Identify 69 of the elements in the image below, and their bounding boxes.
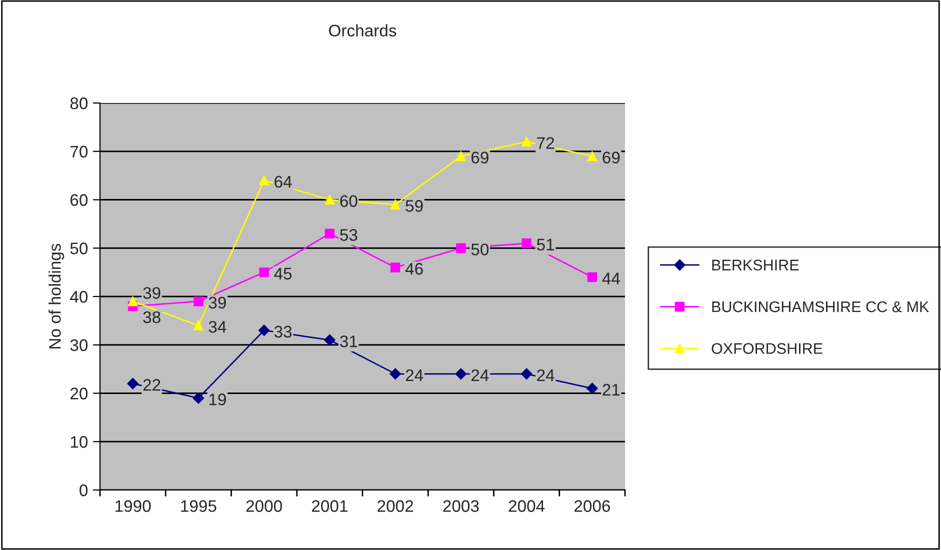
legend-label: OXFORDSHIRE — [712, 343, 822, 354]
data-label: 39 — [208, 296, 226, 309]
data-label: 21 — [602, 384, 620, 396]
data-label: 38 — [143, 311, 160, 324]
x-tick-label: 2001 — [312, 500, 348, 512]
point — [324, 228, 335, 238]
point — [520, 368, 532, 380]
data-label: 53 — [340, 229, 358, 241]
legend-label: BUCKINGHAMSHIRE CC & MK — [712, 301, 930, 312]
data-label: 45 — [274, 268, 292, 280]
data-label: 19 — [209, 394, 226, 406]
point — [586, 382, 598, 394]
y-axis-title: No of holdings — [48, 244, 64, 348]
data-label: 69 — [472, 152, 488, 164]
point — [587, 151, 598, 162]
point — [390, 368, 401, 380]
point — [390, 200, 400, 210]
data-label: 51 — [536, 238, 554, 251]
y-tick-label: 80 — [70, 97, 88, 110]
data-label: 72 — [537, 137, 554, 149]
data-label: 46 — [405, 262, 423, 275]
x-tick-label: 2002 — [378, 500, 414, 512]
point — [324, 194, 335, 205]
data-label: 64 — [274, 176, 292, 188]
y-tick-label: 30 — [70, 339, 88, 352]
data-label: 22 — [143, 379, 160, 391]
point — [194, 320, 204, 330]
point — [128, 296, 138, 306]
point — [192, 392, 204, 404]
data-label: 33 — [274, 326, 292, 338]
point — [324, 334, 336, 346]
data-label: 59 — [406, 200, 423, 212]
data-label: 50 — [471, 244, 489, 256]
data-label: 24 — [406, 369, 424, 381]
y-tick-label: 20 — [70, 388, 88, 400]
legend-label: BERKSHIRE — [712, 260, 799, 270]
point — [456, 151, 466, 162]
point — [587, 272, 598, 282]
chart-title: Orchards — [329, 24, 396, 36]
data-label: 69 — [602, 152, 620, 164]
x-tick-label: 2004 — [508, 500, 545, 512]
y-tick-label: 60 — [70, 194, 88, 206]
y-tick-label: 50 — [70, 242, 88, 254]
point — [259, 176, 269, 186]
x-tick-label: 1995 — [181, 500, 216, 512]
y-tick-label: 10 — [70, 436, 88, 448]
x-tick-label: 1990 — [116, 500, 151, 512]
x-tick-label: 2003 — [443, 500, 479, 512]
point — [259, 267, 269, 278]
point — [390, 262, 400, 272]
data-label: 31 — [340, 335, 358, 348]
data-label: 24 — [537, 369, 554, 381]
y-tick-label: 0 — [80, 484, 88, 496]
y-tick-label: 40 — [70, 290, 88, 303]
data-label: 60 — [340, 195, 358, 207]
data-label: 34 — [208, 320, 226, 333]
data-label: 44 — [602, 272, 620, 284]
x-tick-label: 2000 — [246, 500, 282, 512]
point — [127, 378, 138, 390]
data-label: 24 — [472, 369, 489, 381]
point — [258, 324, 270, 336]
data-label: 39 — [143, 287, 160, 299]
point — [194, 296, 204, 306]
point — [522, 238, 532, 248]
x-tick-label: 2006 — [574, 500, 610, 512]
y-tick-label: 70 — [70, 146, 88, 158]
point — [522, 136, 532, 147]
point — [456, 243, 466, 253]
point — [455, 368, 467, 380]
